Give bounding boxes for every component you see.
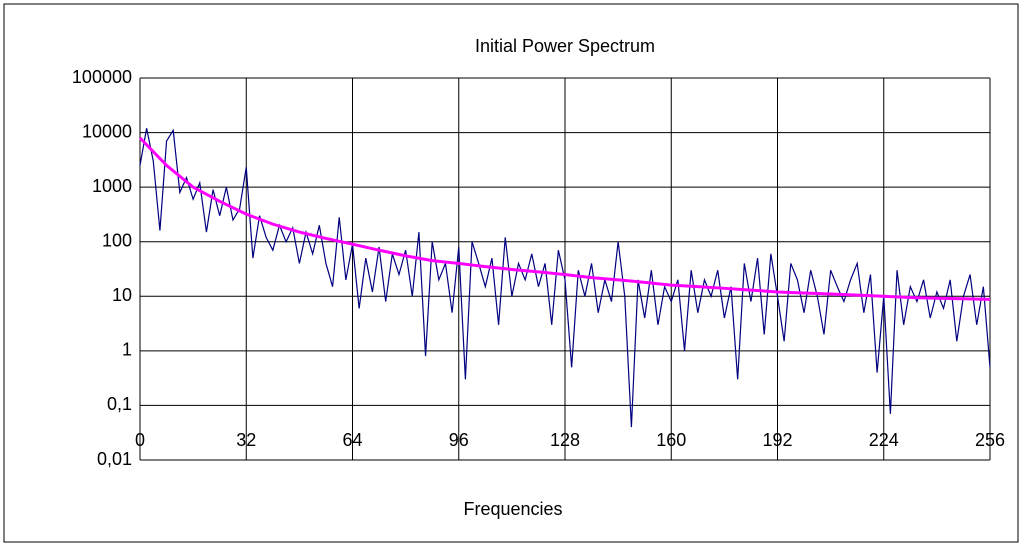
- x-tick-label: 96: [449, 430, 469, 450]
- y-tick-label: 0,1: [107, 394, 132, 414]
- y-tick-label: 100: [102, 230, 132, 250]
- series-line: [138, 136, 991, 301]
- x-tick-label: 128: [550, 430, 580, 450]
- x-tick-label: 160: [656, 430, 686, 450]
- chart-title: Initial Power Spectrum: [475, 36, 655, 56]
- chart-frame: [3, 3, 1019, 543]
- x-tick-label: 0: [135, 430, 145, 450]
- y-tick-label: 0,01: [97, 449, 132, 469]
- x-tick-label: 224: [869, 430, 899, 450]
- y-tick-label: 100000: [72, 67, 132, 87]
- x-tick-label: 32: [236, 430, 256, 450]
- x-tick-label: 192: [762, 430, 792, 450]
- y-tick-label: 10: [112, 285, 132, 305]
- y-tick-label: 1: [122, 340, 132, 360]
- x-axis-label: Frequencies: [463, 499, 562, 519]
- x-tick-label: 256: [975, 430, 1005, 450]
- series-line: [139, 128, 991, 428]
- y-tick-label: 10000: [82, 121, 132, 141]
- x-tick-label: 64: [342, 430, 362, 450]
- y-tick-label: 1000: [92, 176, 132, 196]
